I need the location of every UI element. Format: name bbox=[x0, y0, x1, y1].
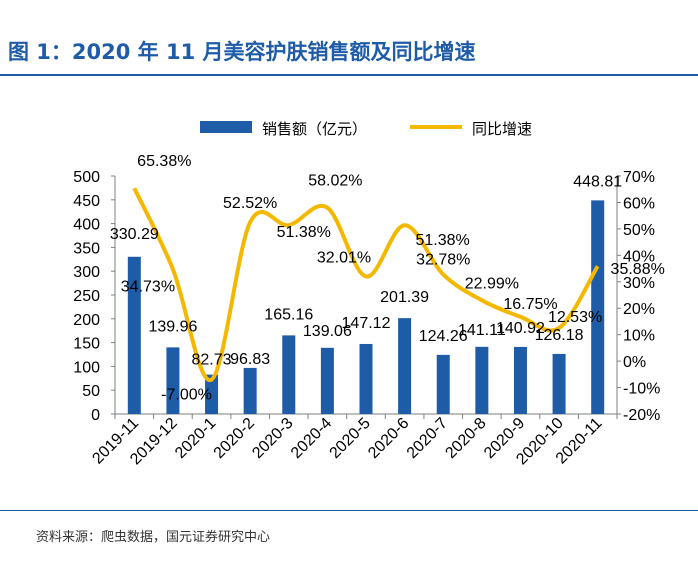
bar bbox=[398, 318, 412, 414]
line-data-label: 58.02% bbox=[308, 173, 362, 190]
left-axis-tick-label: 100 bbox=[73, 359, 100, 376]
right-axis-tick-label: 30% bbox=[623, 275, 655, 292]
line-data-label: 35.88% bbox=[611, 261, 665, 278]
line-data-label: 22.99% bbox=[465, 275, 519, 292]
right-axis-tick-label: 40% bbox=[623, 248, 655, 265]
bar-data-label: 82.73 bbox=[192, 352, 232, 369]
bar bbox=[475, 346, 489, 414]
right-axis-tick-label: 10% bbox=[623, 328, 655, 345]
legend-label-growth: 同比增速 bbox=[472, 121, 532, 138]
left-axis-tick-label: 250 bbox=[73, 288, 100, 305]
line-data-label: 65.38% bbox=[137, 153, 191, 170]
x-axis-label: 2020-6 bbox=[365, 415, 412, 462]
legend-swatch-bar bbox=[200, 121, 252, 133]
line-data-label: 52.52% bbox=[223, 195, 277, 212]
right-axis-tick-label: 0% bbox=[623, 354, 646, 371]
bar-data-label: 141.11 bbox=[458, 322, 506, 339]
left-axis-tick-label: 400 bbox=[73, 217, 100, 234]
x-axis-label: 2020-7 bbox=[404, 415, 451, 462]
right-axis-tick-label: -10% bbox=[623, 381, 660, 398]
title-divider bbox=[0, 74, 698, 76]
bar bbox=[359, 343, 373, 414]
line-data-label: 51.38% bbox=[277, 224, 331, 241]
left-axis-tick-label: 300 bbox=[73, 264, 100, 281]
right-axis-tick-label: 20% bbox=[623, 301, 655, 318]
bar-data-label: 139.96 bbox=[148, 318, 197, 335]
left-axis-tick-label: 0 bbox=[91, 407, 100, 424]
line-data-label: 32.78% bbox=[416, 251, 470, 268]
left-axis-tick-label: 450 bbox=[73, 193, 100, 210]
bar bbox=[205, 374, 219, 414]
bar-data-label: 96.83 bbox=[230, 351, 270, 368]
bar bbox=[552, 353, 566, 414]
bar bbox=[591, 200, 605, 414]
line-data-label: -7.00% bbox=[161, 387, 212, 404]
yoy-growth-line bbox=[132, 187, 600, 382]
source-note: 资料来源：爬虫数据，国元证券研究中心 bbox=[36, 530, 271, 545]
bar-data-label: 140.92 bbox=[496, 320, 545, 337]
chart: 0 50 100 150 200 250 300 350 400 450 500 -20% -10% 0%… bbox=[73, 121, 665, 468]
line-data-label: 32.01% bbox=[317, 249, 371, 266]
bar bbox=[243, 367, 257, 414]
x-axis-label: 2020-2 bbox=[211, 415, 258, 462]
left-axis-tick-label: 50 bbox=[82, 383, 100, 400]
bar-data-label: 126.18 bbox=[535, 327, 584, 344]
left-axis-tick-label: 350 bbox=[73, 240, 100, 257]
x-axis-label: 2020-1 bbox=[172, 415, 219, 462]
left-axis-tick-label: 500 bbox=[73, 169, 100, 186]
figure-title: 图 1：2020 年 11 月美容护肤销售额及同比增速 bbox=[8, 40, 476, 64]
bar-data-label: 124.26 bbox=[419, 328, 468, 345]
bar bbox=[282, 335, 296, 414]
bar-data-label: 330.29 bbox=[110, 226, 159, 243]
left-axis-tick-label: 150 bbox=[73, 336, 100, 353]
left-axis-tick-label: 200 bbox=[73, 312, 100, 329]
line-data-label: 16.75% bbox=[503, 296, 557, 313]
line-data-label: 51.38% bbox=[415, 232, 469, 249]
right-axis-tick-label: 50% bbox=[623, 222, 655, 239]
legend-label-sales: 销售额（亿元） bbox=[262, 121, 367, 138]
x-axis-label: 2020-8 bbox=[442, 415, 489, 462]
bar-data-label: 165.16 bbox=[264, 306, 313, 323]
bar-data-label: 448.81 bbox=[573, 173, 622, 190]
line-data-label: 12.53% bbox=[548, 309, 602, 326]
bar bbox=[127, 256, 141, 414]
bar-data-label: 139.06 bbox=[303, 323, 352, 340]
bar bbox=[513, 346, 527, 414]
bar-data-label: 201.39 bbox=[380, 289, 429, 306]
x-axis-label: 2020-4 bbox=[288, 415, 335, 462]
right-axis-tick-label: 60% bbox=[623, 195, 655, 212]
right-axis-tick-label: -20% bbox=[623, 407, 660, 424]
bar bbox=[166, 347, 180, 414]
footer-divider bbox=[0, 510, 698, 511]
right-axis-tick-label: 70% bbox=[623, 169, 655, 186]
x-axis-label: 2020-3 bbox=[249, 415, 296, 462]
bar-data-label: 147.12 bbox=[342, 315, 391, 332]
bar bbox=[436, 354, 450, 414]
line-data-label: 34.73% bbox=[121, 278, 175, 295]
x-axis-label: 2020-5 bbox=[327, 415, 374, 462]
bar bbox=[320, 347, 334, 414]
